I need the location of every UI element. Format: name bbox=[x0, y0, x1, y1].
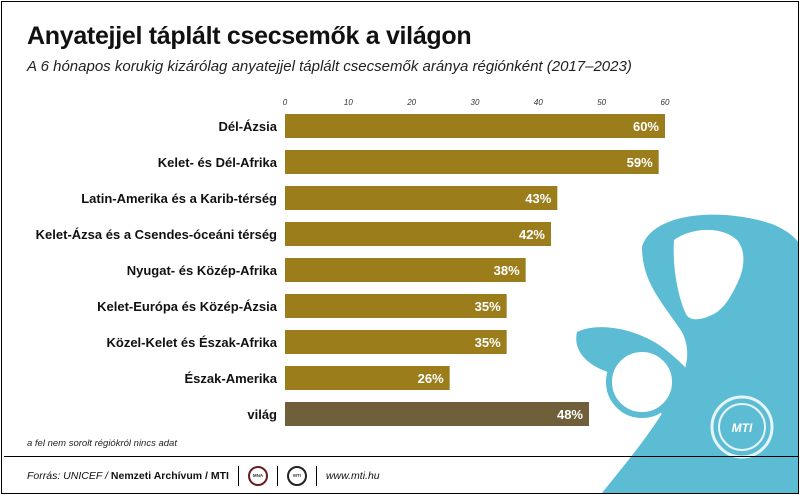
data-label: 42% bbox=[519, 227, 545, 242]
x-tick-label: 50 bbox=[597, 98, 606, 107]
data-label: 38% bbox=[494, 263, 520, 278]
chart-note: a fel nem sorolt régiókról nincs adat bbox=[27, 438, 177, 449]
footer-url[interactable]: www.mti.hu bbox=[325, 470, 380, 482]
category-label: Kelet-Európa és Közép-Ázsia bbox=[97, 299, 278, 314]
data-label: 48% bbox=[557, 407, 583, 422]
category-label: Dél-Ázsia bbox=[218, 119, 277, 134]
mti-badge-label: MTI bbox=[732, 421, 753, 435]
bar bbox=[285, 150, 659, 174]
mti-badge-icon bbox=[710, 395, 774, 459]
x-tick-label: 0 bbox=[283, 98, 288, 107]
footer-divider bbox=[4, 456, 798, 457]
data-label: 60% bbox=[633, 119, 659, 134]
x-tick-label: 30 bbox=[471, 98, 480, 107]
category-label: világ bbox=[247, 407, 277, 422]
bar bbox=[285, 258, 526, 282]
bar bbox=[285, 330, 507, 354]
bar bbox=[285, 294, 507, 318]
data-label: 35% bbox=[475, 299, 501, 314]
category-label: Nyugat- és Közép-Afrika bbox=[127, 263, 278, 278]
bar bbox=[285, 114, 665, 138]
category-label: Kelet-Ázsa és a Csendes-óceáni térség bbox=[36, 227, 277, 242]
x-tick-label: 20 bbox=[406, 98, 416, 107]
source-label: Forrás: UNICEF / bbox=[27, 470, 108, 482]
source-org: Nemzeti Archívum / MTI bbox=[110, 470, 229, 482]
category-label: Latin-Amerika és a Karib-térség bbox=[81, 191, 277, 206]
category-label: Észak-Amerika bbox=[185, 371, 278, 386]
bar bbox=[285, 222, 551, 246]
mti-logo-icon: MTI bbox=[286, 466, 307, 486]
category-label: Kelet- és Dél-Afrika bbox=[158, 155, 278, 170]
data-label: 35% bbox=[475, 335, 501, 350]
bar bbox=[285, 402, 589, 426]
chart-subtitle: A 6 hónapos korukig kizárólag anyatejjel… bbox=[27, 58, 632, 75]
footer-separator bbox=[315, 466, 317, 486]
x-tick-label: 10 bbox=[344, 98, 353, 107]
bar bbox=[285, 366, 450, 390]
footer-separator bbox=[237, 466, 239, 486]
data-label: 59% bbox=[627, 155, 653, 170]
footer: Forrás: UNICEF / Nemzeti Archívum / MTI … bbox=[27, 465, 380, 487]
x-tick-label: 60 bbox=[661, 98, 670, 107]
data-label: 43% bbox=[525, 191, 551, 206]
chart-title: Anyatejjel táplált csecsemők a világon bbox=[27, 22, 472, 50]
category-label: Közel-Kelet és Észak-Afrika bbox=[106, 335, 277, 350]
x-tick-label: 40 bbox=[534, 98, 543, 107]
data-label: 26% bbox=[418, 371, 444, 386]
footer-separator bbox=[276, 466, 278, 486]
mna-logo-icon: MNA bbox=[247, 466, 268, 486]
bar bbox=[285, 186, 558, 210]
